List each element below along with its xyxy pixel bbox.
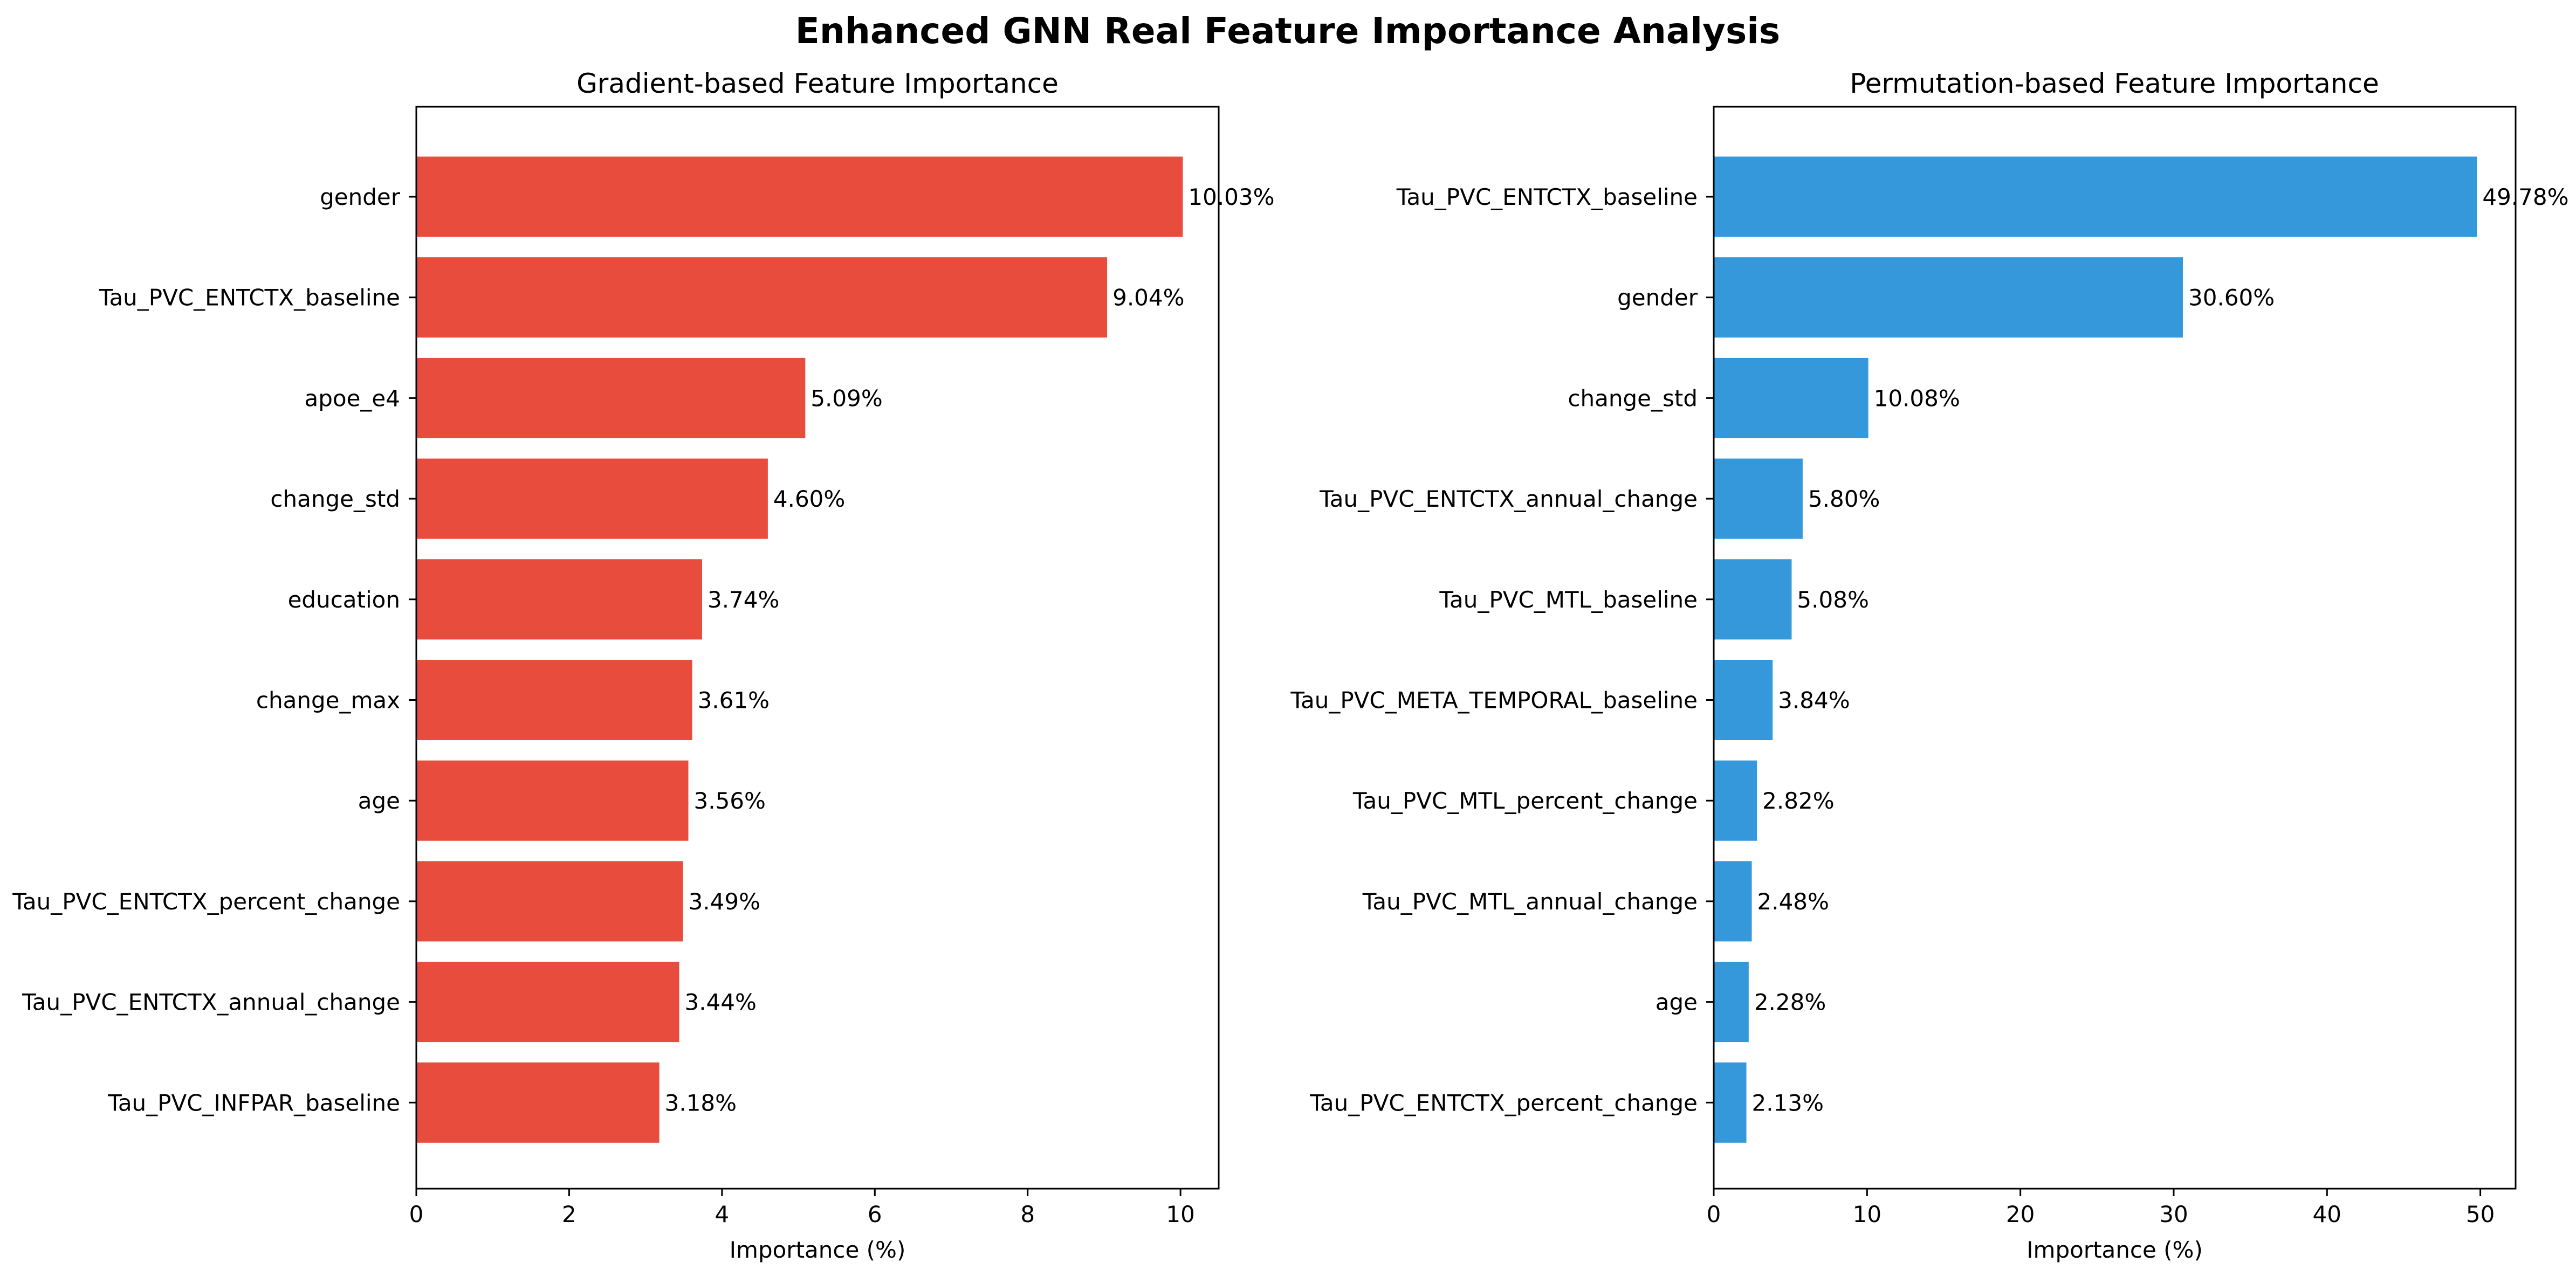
x-tick-label: 40	[2313, 1201, 2341, 1227]
bar-change-std	[1714, 357, 1869, 438]
data-label: 5.80%	[1808, 486, 1880, 512]
feature-label: apoe_e4	[305, 385, 401, 411]
x-tick-label: 6	[868, 1201, 882, 1227]
bar-apoe-e4	[416, 357, 806, 438]
permutation-bars	[1714, 156, 2477, 1143]
permutation-x-ticks: 0 10 20 30 40 50	[1707, 1189, 2495, 1227]
gradient-panel-title: Gradient-based Feature Importance	[576, 68, 1059, 99]
permutation-x-axis-label: Importance (%)	[2027, 1237, 2203, 1263]
data-label: 3.84%	[1778, 687, 1850, 714]
bar-tau-pvc-infpar-baseline	[416, 1062, 660, 1143]
feature-label: Tau_PVC_META_TEMPORAL_baseline	[1290, 687, 1698, 714]
feature-label: Tau_PVC_ENTCTX_annual_change	[1319, 486, 1698, 512]
feature-label: change_max	[256, 687, 400, 714]
feature-label: age	[1655, 989, 1698, 1016]
data-label: 3.74%	[707, 587, 779, 613]
bar-education	[416, 559, 703, 640]
bar-tau-pvc-entctx-baseline	[416, 257, 1108, 338]
bar-age	[416, 760, 689, 841]
gradient-bars	[416, 156, 1183, 1143]
gradient-feature-labels: gender Tau_PVC_ENTCTX_baseline apoe_e4chan…	[12, 184, 416, 1116]
feature-label: Tau_PVC_ENTCTX_percent_change	[12, 888, 400, 915]
data-label: 3.18%	[665, 1089, 737, 1116]
feature-label: Tau_PVC_ENTCTX_baseline	[99, 285, 400, 311]
bar-tau-pvc-entctx-percent-change	[1714, 1062, 1747, 1143]
gradient-importance-panel: Gradient-based Feature Importance gender…	[12, 68, 1274, 1263]
data-label: 3.61%	[698, 687, 770, 714]
x-tick-label: 2	[562, 1201, 576, 1227]
figure-title: Enhanced GNN Real Feature Importance Ana…	[795, 10, 1780, 52]
feature-label: Tau_PVC_ENTCTX_baseline	[1396, 184, 1698, 210]
x-tick-label: 0	[1707, 1201, 1721, 1227]
bar-gender	[1714, 257, 2183, 338]
feature-label: Tau_PVC_ENTCTX_annual_change	[22, 989, 400, 1016]
feature-label: Tau_PVC_ENTCTX_percent_change	[1309, 1089, 1698, 1116]
permutation-panel-title: Permutation-based Feature Importance	[1850, 68, 2379, 99]
bar-tau-pvc-mtl-baseline	[1714, 559, 1792, 640]
data-label: 2.48%	[1757, 888, 1829, 915]
x-tick-label: 0	[409, 1201, 424, 1227]
data-label: 3.44%	[684, 989, 756, 1016]
bar-tau-pvc-meta-temporal-baseline	[1714, 660, 1773, 740]
feature-label: age	[358, 788, 400, 814]
data-label: 10.08%	[1874, 385, 1960, 411]
bar-tau-pvc-entctx-percent-change	[416, 861, 683, 942]
gradient-plot-frame	[415, 106, 1220, 1190]
data-label: 4.60%	[773, 486, 845, 512]
x-tick-label: 8	[1020, 1201, 1035, 1227]
x-tick-label: 20	[2006, 1201, 2035, 1227]
data-label: 10.03%	[1188, 184, 1274, 210]
feature-label: gender	[320, 184, 401, 210]
feature-label: Tau_PVC_MTL_percent_change	[1352, 788, 1698, 814]
permutation-plot-frame	[1713, 106, 2517, 1190]
bar-tau-pvc-entctx-annual-change	[1714, 458, 1803, 539]
feature-label: gender	[1617, 285, 1698, 311]
bar-tau-pvc-mtl-annual-change	[1714, 861, 1752, 942]
permutation-importance-panel: Permutation-based Feature Importance Tau…	[1290, 68, 2568, 1263]
bar-tau-pvc-entctx-baseline	[1714, 156, 2477, 237]
data-label: 2.13%	[1752, 1089, 1824, 1116]
data-label: 49.78%	[2482, 184, 2568, 210]
data-label: 9.04%	[1112, 285, 1184, 311]
x-tick-label: 4	[715, 1201, 729, 1227]
data-label: 2.28%	[1754, 989, 1826, 1016]
gradient-x-ticks: 0 2 4 6 8 10	[409, 1189, 1195, 1227]
feature-label: change_std	[270, 486, 400, 512]
x-tick-label: 30	[2159, 1201, 2188, 1227]
feature-label: Tau_PVC_MTL_baseline	[1439, 587, 1698, 613]
data-label: 2.82%	[1762, 788, 1834, 814]
bar-age	[1714, 962, 1749, 1043]
gradient-x-axis-label: Importance (%)	[730, 1237, 906, 1263]
feature-label: Tau_PVC_MTL_annual_change	[1362, 888, 1698, 915]
x-tick-label: 10	[1853, 1201, 1881, 1227]
data-label: 30.60%	[2188, 285, 2275, 311]
x-tick-label: 10	[1166, 1201, 1194, 1227]
bar-change-max	[416, 660, 692, 740]
data-label: 5.09%	[810, 385, 882, 411]
permutation-data-labels: 49.78% 30.60% 10.08% 5.80% 5.08% 3.84% 2.82% 2.…	[1752, 184, 2569, 1116]
bar-tau-pvc-entctx-annual-change	[416, 962, 679, 1043]
x-tick-label: 50	[2466, 1201, 2495, 1227]
bar-gender	[416, 156, 1183, 237]
data-label: 3.56%	[694, 788, 766, 814]
feature-label: Tau_PVC_INFPAR_baseline	[107, 1089, 400, 1116]
bar-change-std	[416, 458, 768, 539]
gradient-data-labels: 10.03% 9.04% 5.09% 4.60% 3.74% 3.61% 3.56% 3.49…	[665, 184, 1275, 1116]
data-label: 3.49%	[689, 888, 760, 915]
feature-label: education	[288, 587, 400, 613]
bar-tau-pvc-mtl-percent-change	[1714, 760, 1757, 841]
data-label: 5.08%	[1797, 587, 1869, 613]
feature-label: change_std	[1568, 385, 1698, 411]
